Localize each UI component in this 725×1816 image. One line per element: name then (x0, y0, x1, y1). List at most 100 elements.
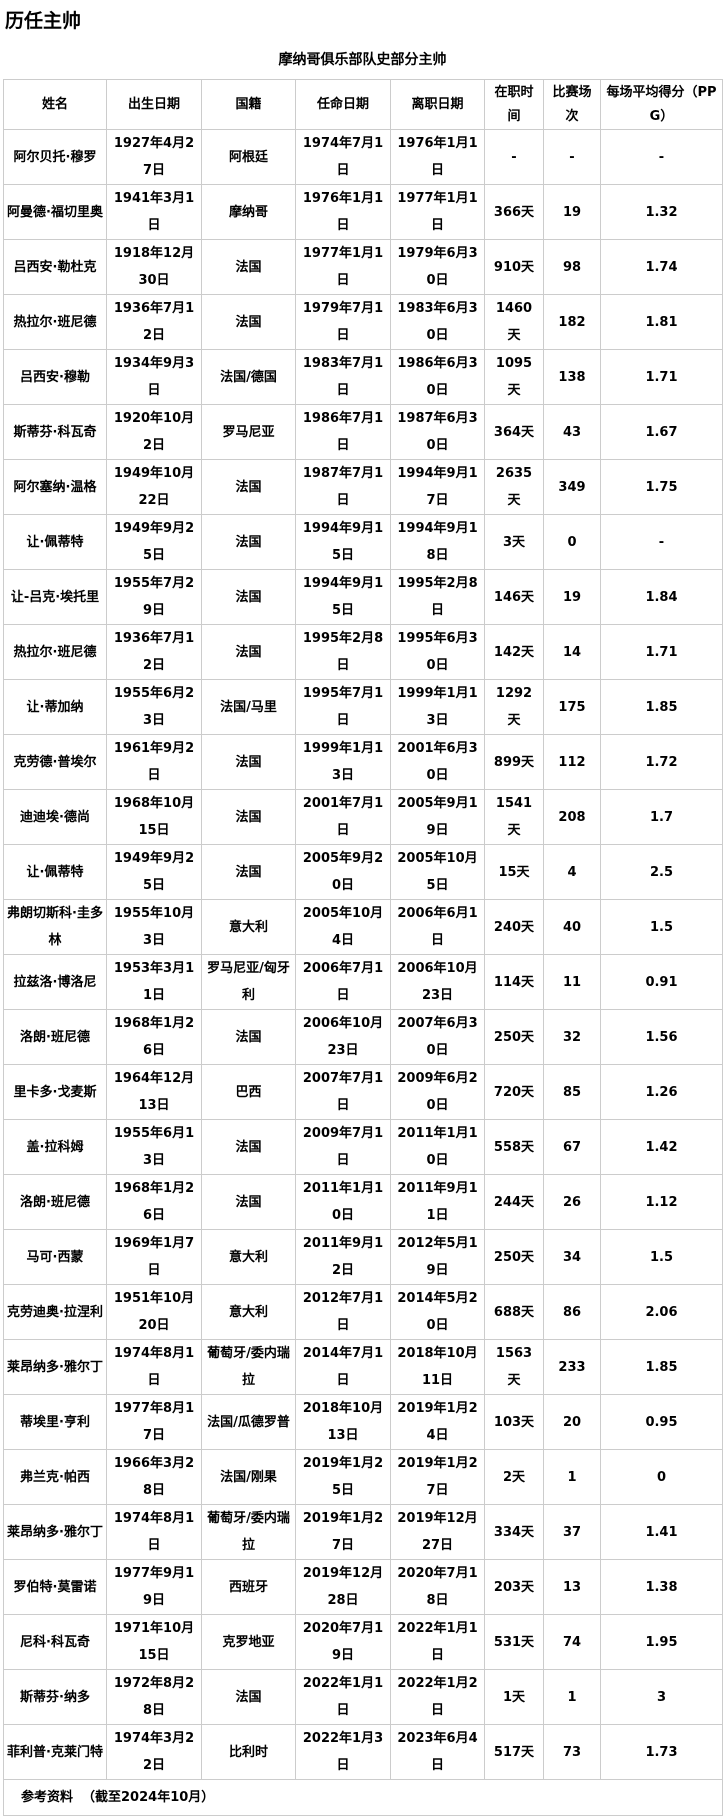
table-cell: 1.26 (600, 1064, 723, 1120)
table-cell: 热拉尔·班尼德 (3, 624, 107, 680)
table-cell: 吕西安·穆勒 (3, 349, 107, 405)
table-cell: 2009年6月20日 (390, 1064, 485, 1120)
table-cell: 1.41 (600, 1504, 723, 1560)
table-cell: 1.67 (600, 404, 723, 460)
header-row: 姓名 出生日期 国籍 任命日期 离职日期 在职时间 比赛场次 每场平均得分（PPG） (3, 79, 723, 130)
table-cell: 1955年6月23日 (106, 679, 202, 735)
table-cell: 1941年3月1日 (106, 184, 202, 240)
table-row: 里卡多·戈麦斯 1964年12月13日 巴西 2007年7月1日 2009年6月20日 7… (3, 1064, 723, 1120)
table-cell: 3 (600, 1669, 723, 1725)
table-cell: 1563天 (484, 1339, 544, 1395)
table-cell: 85 (543, 1064, 601, 1120)
table-cell: 1 (543, 1449, 601, 1505)
table-cell: 1969年1月7日 (106, 1229, 202, 1285)
table-cell: 斯蒂芬·科瓦奇 (3, 404, 107, 460)
table-cell: 热拉尔·班尼德 (3, 294, 107, 350)
table-cell: 西班牙 (201, 1559, 296, 1615)
table-cell: 1977年8月17日 (106, 1394, 202, 1450)
table-cell: 1994年9月18日 (390, 514, 485, 570)
table-cell: 1974年3月22日 (106, 1724, 202, 1780)
table-cell: 2022年1月1日 (390, 1614, 485, 1670)
table-cell: 1995年6月30日 (390, 624, 485, 680)
table-cell: 迪迪埃·德尚 (3, 789, 107, 845)
table-cell: 巴西 (201, 1064, 296, 1120)
table-cell: 2001年7月1日 (295, 789, 391, 845)
table-cell: 法国/德国 (201, 349, 296, 405)
table-cell: 法国 (201, 789, 296, 845)
table-cell: 2012年5月19日 (390, 1229, 485, 1285)
table-cell: 2011年9月11日 (390, 1174, 485, 1230)
table-cell: 366天 (484, 184, 544, 240)
table-cell: 103天 (484, 1394, 544, 1450)
table-cell: 1292天 (484, 679, 544, 735)
table-cell: 1999年1月13日 (295, 734, 391, 790)
table-cell: 2005年10月4日 (295, 899, 391, 955)
table-cell: 142天 (484, 624, 544, 680)
table-row: 洛朗·班尼德 1968年1月26日 法国 2011年1月10日 2011年9月11日 24… (3, 1174, 723, 1230)
table-cell: 2天 (484, 1449, 544, 1505)
table-cell: 葡萄牙/委内瑞拉 (201, 1339, 296, 1395)
table-cell: 14 (543, 624, 601, 680)
table-cell: 2005年9月20日 (295, 844, 391, 900)
table-row: 盖·拉科姆 1955年6月13日 法国 2009年7月1日 2011年1月10日 558天… (3, 1119, 723, 1175)
table-cell: 1095天 (484, 349, 544, 405)
table-cell: 13 (543, 1559, 601, 1615)
table-cell: 1936年7月12日 (106, 624, 202, 680)
table-row: 热拉尔·班尼德 1936年7月12日 法国 1995年2月8日 1995年6月30日 14… (3, 624, 723, 680)
table-cell: 114天 (484, 954, 544, 1010)
table-cell: 240天 (484, 899, 544, 955)
table-cell: 里卡多·戈麦斯 (3, 1064, 107, 1120)
table-cell: 1955年6月13日 (106, 1119, 202, 1175)
table-cell: 2014年5月20日 (390, 1284, 485, 1340)
table-cell: 1.85 (600, 679, 723, 735)
table-cell: 1949年9月25日 (106, 514, 202, 570)
table-cell: 让·佩蒂特 (3, 514, 107, 570)
table-cell: 0.91 (600, 954, 723, 1010)
table-cell: 73 (543, 1724, 601, 1780)
table-cell: 2.06 (600, 1284, 723, 1340)
table-cell: 法国/马里 (201, 679, 296, 735)
table-row: 拉兹洛·博洛尼 1953年3月11日 罗马尼亚/匈牙利 2006年7月1日 2006年1… (3, 954, 723, 1010)
table-cell: 克罗地亚 (201, 1614, 296, 1670)
table-cell: 1955年10月3日 (106, 899, 202, 955)
table-cell: 720天 (484, 1064, 544, 1120)
table-row: 阿尔塞纳·温格 1949年10月22日 法国 1987年7月1日 1994年9月17日 2… (3, 459, 723, 515)
table-cell: 1949年10月22日 (106, 459, 202, 515)
table-cell: 1.75 (600, 459, 723, 515)
table-cell: 67 (543, 1119, 601, 1175)
table-cell: 208 (543, 789, 601, 845)
table-row: 罗伯特·莫雷诺 1977年9月19日 西班牙 2019年12月28日 2020年7月18… (3, 1559, 723, 1615)
reference-row: 参考资料 （截至2024年10月） (3, 1779, 723, 1816)
table-cell: 1.73 (600, 1724, 723, 1780)
table-cell: 2019年12月28日 (295, 1559, 391, 1615)
table-cell: 37 (543, 1504, 601, 1560)
table-cell: 1.81 (600, 294, 723, 350)
table-cell: 688天 (484, 1284, 544, 1340)
table-row: 迪迪埃·德尚 1968年10月15日 法国 2001年7月1日 2005年9月19日 15… (3, 789, 723, 845)
table-row: 洛朗·班尼德 1968年1月26日 法国 2006年10月23日 2007年6月30日 2… (3, 1009, 723, 1065)
table-cell: - (600, 129, 723, 185)
table-cell: 罗马尼亚/匈牙利 (201, 954, 296, 1010)
table-cell: 阿尔塞纳·温格 (3, 459, 107, 515)
table-cell: 98 (543, 239, 601, 295)
table-cell: 莱昂纳多·雅尔丁 (3, 1339, 107, 1395)
table-row: 尼科·科瓦奇 1971年10月15日 克罗地亚 2020年7月19日 2022年1月1日… (3, 1614, 723, 1670)
table-cell: 1.5 (600, 1229, 723, 1285)
table-cell: 蒂埃里·亨利 (3, 1394, 107, 1450)
table-cell: 葡萄牙/委内瑞拉 (201, 1504, 296, 1560)
table-cell: 175 (543, 679, 601, 735)
table-cell: 0 (543, 514, 601, 570)
table-cell: 弗兰克·帕西 (3, 1449, 107, 1505)
table-cell: 2011年1月10日 (390, 1119, 485, 1175)
table-cell: 1986年7月1日 (295, 404, 391, 460)
table-cell: 19 (543, 184, 601, 240)
column-header: 姓名 (3, 79, 107, 130)
table-row: 弗兰克·帕西 1966年3月28日 法国/刚果 2019年1月25日 2019年1月27… (3, 1449, 723, 1505)
table-cell: 法国 (201, 239, 296, 295)
reference-label: 参考资料 (21, 1790, 74, 1805)
table-row: 弗朗切斯科·圭多林 1955年10月3日 意大利 2005年10月4日 2006年6月1… (3, 899, 723, 955)
table-row: 马可·西蒙 1969年1月7日 意大利 2011年9月12日 2012年5月19日 250… (3, 1229, 723, 1285)
page-title: 历任主帅 (5, 10, 82, 32)
table-body: 阿尔贝托·穆罗 1927年4月27日 阿根廷 1974年7月1日 1976年1月1日 - -… (3, 129, 723, 1780)
table-cell: 517天 (484, 1724, 544, 1780)
